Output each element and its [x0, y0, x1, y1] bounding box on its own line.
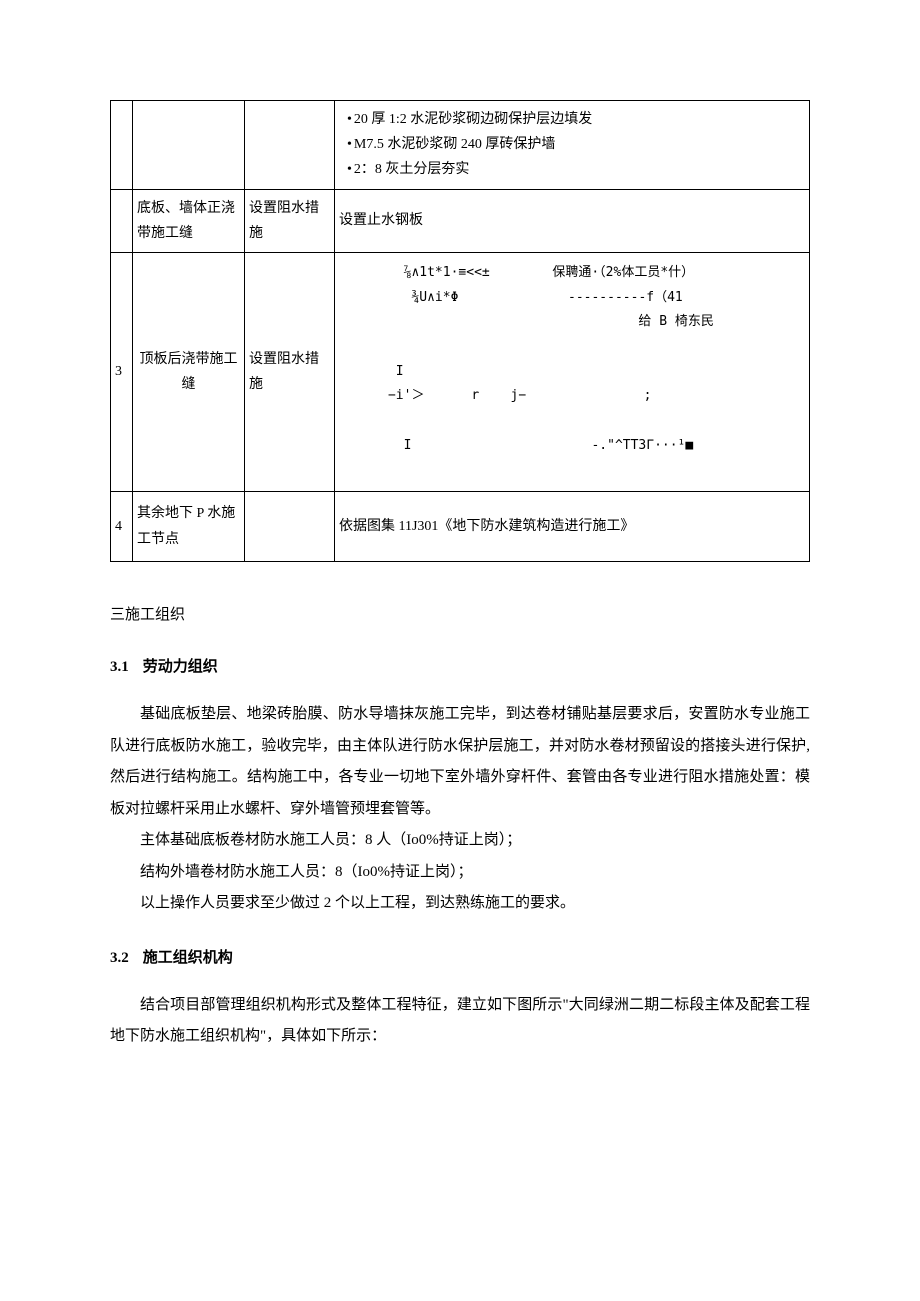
- diagram-line: I -."^TT3Γ···¹■: [341, 434, 803, 459]
- heading-number: 3.2: [110, 950, 129, 966]
- cell-measure: [245, 492, 335, 562]
- cell-num: [111, 101, 133, 190]
- cell-detail: 依据图集 11J301《地下防水建筑构造进行施工》: [335, 492, 810, 562]
- diagram-line: −i'＞ r j− ;: [341, 384, 803, 409]
- cell-num: 3: [111, 252, 133, 491]
- heading-title: 施工组织机构: [143, 950, 233, 966]
- cell-name: 顶板后浇带施工缝: [133, 252, 245, 491]
- detail-line: 20 厚 1:2 水泥砂浆砌边砌保护层边填发: [347, 107, 805, 132]
- cell-detail: 20 厚 1:2 水泥砂浆砌边砌保护层边填发 M7.5 水泥砂浆砌 240 厚砖…: [335, 101, 810, 190]
- paragraph: 基础底板垫层、地梁砖胎膜、防水导墙抹灰施工完毕，到达卷材铺贴基层要求后，安置防水…: [110, 699, 810, 825]
- paragraph: 结合项目部管理组织机构形式及整体工程特征，建立如下图所示"大同绿洲二期二标段主体…: [110, 990, 810, 1053]
- table-row: 3 顶板后浇带施工缝 设置阻水措施 ⅞∧1t*1·≡<<± 保聘通·（2%体工员…: [111, 252, 810, 491]
- heading-number: 3.1: [110, 659, 129, 675]
- diagram-line: [341, 335, 803, 360]
- paragraph: 主体基础底板卷材防水施工人员：8 人（Io0%持证上岗）；: [110, 825, 810, 857]
- diagram-line: [341, 458, 803, 483]
- table-row: 4 其余地下 P 水施工节点 依据图集 11J301《地下防水建筑构造进行施工》: [111, 492, 810, 562]
- section-heading-3: 三施工组织: [110, 602, 810, 629]
- heading-title: 劳动力组织: [143, 659, 218, 675]
- diagram-line: 给 B 椅东民: [341, 310, 803, 335]
- cell-measure: 设置阻水措施: [245, 189, 335, 252]
- cell-measure: [245, 101, 335, 190]
- table-row: 底板、墙体正浇带施工缝 设置阻水措施 设置止水钢板: [111, 189, 810, 252]
- cell-num: [111, 189, 133, 252]
- cell-name: [133, 101, 245, 190]
- cell-measure: 设置阻水措施: [245, 252, 335, 491]
- sub-heading-3-1: 3.1 劳动力组织: [110, 654, 810, 681]
- cell-num: 4: [111, 492, 133, 562]
- cell-detail: 设置止水钢板: [335, 189, 810, 252]
- diagram-line: ¾U∧i*Φ ----------f（41: [341, 286, 803, 311]
- cell-name: 底板、墙体正浇带施工缝: [133, 189, 245, 252]
- sub-heading-3-2: 3.2 施工组织机构: [110, 945, 810, 972]
- cell-diagram: ⅞∧1t*1·≡<<± 保聘通·（2%体工员*什） ¾U∧i*Φ -------…: [335, 252, 810, 491]
- cell-name: 其余地下 P 水施工节点: [133, 492, 245, 562]
- detail-line: 2：8 灰土分层夯实: [347, 157, 805, 182]
- diagram-line: ⅞∧1t*1·≡<<± 保聘通·（2%体工员*什）: [341, 261, 803, 286]
- diagram-line: I: [341, 360, 803, 385]
- paragraph: 以上操作人员要求至少做过 2 个以上工程，到达熟练施工的要求。: [110, 888, 810, 920]
- table-row: 20 厚 1:2 水泥砂浆砌边砌保护层边填发 M7.5 水泥砂浆砌 240 厚砖…: [111, 101, 810, 190]
- diagram-line: [341, 409, 803, 434]
- detail-line: M7.5 水泥砂浆砌 240 厚砖保护墙: [347, 132, 805, 157]
- paragraph: 结构外墙卷材防水施工人员：8（Io0%持证上岗）；: [110, 857, 810, 889]
- construction-table: 20 厚 1:2 水泥砂浆砌边砌保护层边填发 M7.5 水泥砂浆砌 240 厚砖…: [110, 100, 810, 562]
